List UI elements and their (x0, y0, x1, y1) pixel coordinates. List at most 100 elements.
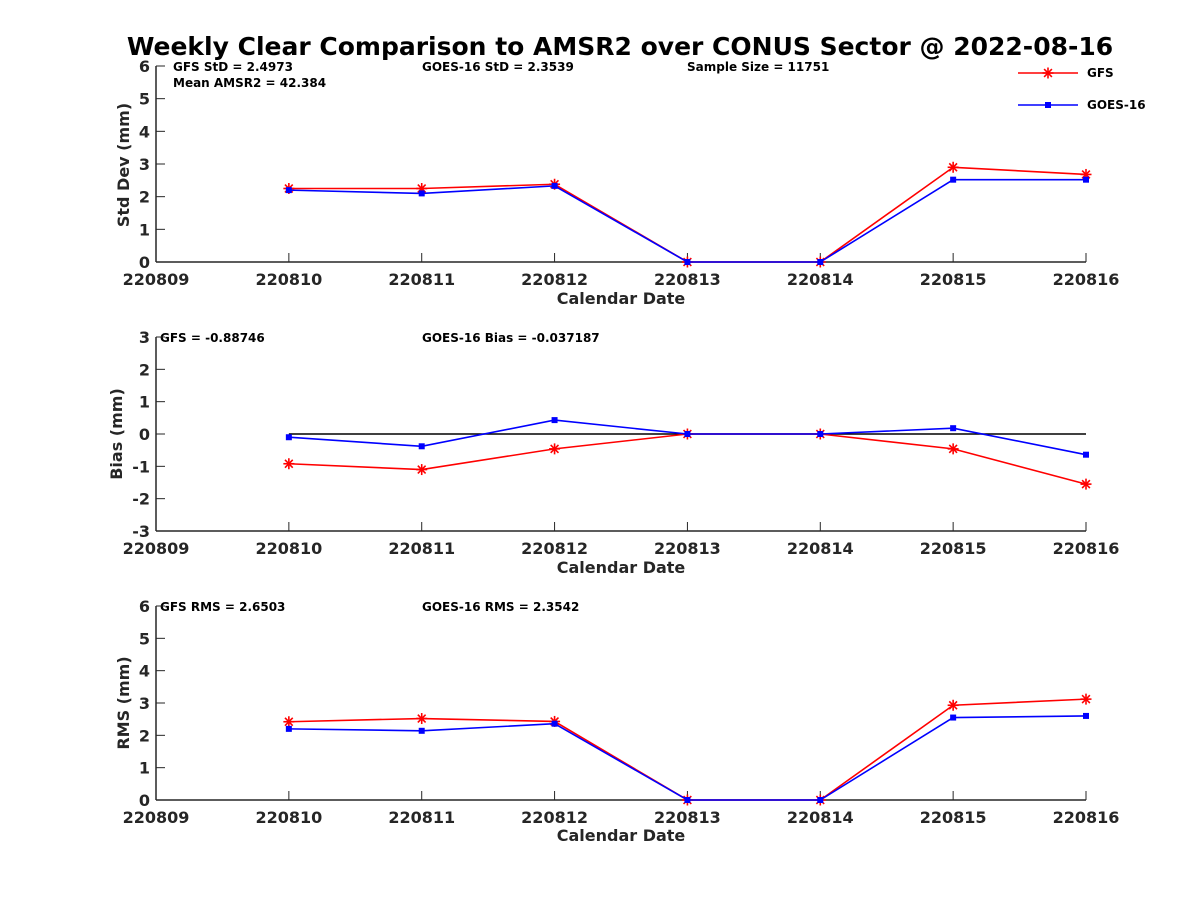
series-line-gfs (288, 698, 1087, 801)
x-tick-label: 220811 (388, 270, 455, 289)
legend-marker-shape (1045, 102, 1051, 108)
x-tick-label: 220811 (388, 808, 455, 827)
x-tick-label: 220809 (123, 270, 190, 289)
legend-marker-goes16 (1045, 102, 1051, 108)
y-tick-label: 5 (139, 90, 150, 109)
y-tick-label: 3 (139, 328, 150, 347)
x-tick-label: 220815 (920, 539, 987, 558)
data-point-goes16 (285, 434, 292, 441)
x-tick-label: 220815 (920, 808, 987, 827)
x-tick-label: 220809 (123, 808, 190, 827)
y-tick-label: 4 (139, 122, 150, 141)
y-axis-label: RMS (mm) (114, 656, 133, 749)
y-tick-label: 3 (139, 694, 150, 713)
data-point-goes16 (684, 259, 691, 265)
x-tick-label: 220812 (521, 539, 588, 558)
x-tick-label: 220816 (1053, 808, 1120, 827)
data-point-goes16 (950, 714, 957, 721)
data-point-goes16 (285, 187, 292, 194)
y-tick-label: 0 (139, 425, 150, 444)
y-tick-label: 6 (139, 57, 150, 76)
y-tick-label: 4 (139, 662, 150, 681)
x-axis-label: Calendar Date (557, 826, 686, 845)
x-tick-label: 220815 (920, 270, 987, 289)
series-line-goes16 (288, 178, 1086, 263)
y-tick-label: 6 (139, 597, 150, 616)
legend-label-goes16: GOES-16 (1087, 98, 1146, 112)
chart-title: Weekly Clear Comparison to AMSR2 over CO… (127, 32, 1113, 61)
x-tick-label: 220811 (388, 539, 455, 558)
y-tick-label: 1 (139, 393, 150, 412)
x-tick-label: 220816 (1053, 270, 1120, 289)
annotation-gfs-std: GFS StD = 2.4973 (173, 60, 293, 74)
annotation-goes16-std: GOES-16 StD = 2.3539 (422, 60, 574, 74)
x-tick-label: 220810 (255, 808, 322, 827)
data-point-gfs (283, 716, 295, 728)
data-point-goes16 (551, 182, 558, 189)
annotation-sample-size: Sample Size = 11751 (687, 60, 829, 74)
data-point-gfs (1080, 693, 1092, 705)
legend-marker-shape (1042, 67, 1054, 79)
y-tick-label: 1 (139, 220, 150, 239)
panel-rms: GFS RMS = 2.6503 GOES-16 RMS = 2.3542 RM… (114, 597, 1119, 845)
y-tick-label: 0 (139, 253, 150, 272)
data-point-goes16 (950, 425, 957, 432)
legend: GFS GOES-16 (1018, 66, 1146, 112)
data-point-goes16 (1083, 451, 1089, 458)
legend-marker-gfs (1042, 67, 1054, 79)
data-point-goes16 (285, 725, 292, 732)
data-point-goes16 (1083, 176, 1089, 183)
x-tick-label: 220814 (787, 539, 854, 558)
legend-label-gfs: GFS (1087, 66, 1114, 80)
x-tick-label: 220816 (1053, 539, 1120, 558)
data-point-goes16 (418, 190, 425, 197)
x-tick-label: 220810 (255, 270, 322, 289)
data-point-gfs (283, 458, 295, 470)
y-tick-label: 0 (139, 791, 150, 810)
series-line-gfs (288, 166, 1087, 263)
y-tick-label: 5 (139, 629, 150, 648)
y-tick-label: -2 (132, 490, 150, 509)
data-point-gfs (549, 443, 561, 455)
series-line-gfs (288, 433, 1087, 485)
legend-entry-goes16: GOES-16 (1018, 98, 1146, 112)
x-tick-label: 220810 (255, 539, 322, 558)
data-point-goes16 (817, 259, 824, 265)
y-axis-label: Bias (mm) (107, 388, 126, 480)
x-axis-label: Calendar Date (557, 558, 686, 577)
y-tick-label: -3 (132, 522, 150, 541)
x-tick-label: 220813 (654, 270, 721, 289)
data-point-gfs (947, 161, 959, 173)
data-point-goes16 (817, 797, 824, 803)
x-tick-label: 220812 (521, 808, 588, 827)
x-tick-label: 220814 (787, 808, 854, 827)
x-tick-label: 220814 (787, 270, 854, 289)
data-point-gfs (947, 443, 959, 455)
data-point-goes16 (950, 176, 957, 183)
data-point-goes16 (684, 797, 691, 803)
data-point-gfs (1080, 478, 1092, 490)
y-axis-label: Std Dev (mm) (114, 103, 133, 227)
data-point-goes16 (817, 431, 824, 437)
annotation-goes16-rms: GOES-16 RMS = 2.3542 (422, 600, 579, 614)
y-tick-label: 1 (139, 759, 150, 778)
x-tick-label: 220813 (654, 539, 721, 558)
x-tick-label: 220812 (521, 270, 588, 289)
annotation-goes16-bias: GOES-16 Bias = -0.037187 (422, 331, 600, 345)
y-tick-label: 2 (139, 726, 150, 745)
annotation-gfs-bias: GFS = -0.88746 (160, 331, 265, 345)
y-tick-label: 3 (139, 155, 150, 174)
series-line-goes16 (288, 715, 1087, 801)
x-tick-label: 220809 (123, 539, 190, 558)
y-tick-label: -1 (132, 457, 150, 476)
data-point-gfs (947, 699, 959, 711)
data-point-gfs (416, 464, 428, 476)
data-point-goes16 (418, 727, 425, 734)
annotation-mean-amsr2: Mean AMSR2 = 42.384 (173, 76, 326, 90)
y-tick-label: 2 (139, 360, 150, 379)
panel-std-dev: GFS StD = 2.4973 GOES-16 StD = 2.3539 Sa… (114, 57, 1119, 308)
y-tick-label: 2 (139, 188, 150, 207)
panel-bias: GFS = -0.88746 GOES-16 Bias = -0.037187 … (107, 328, 1119, 577)
legend-entry-gfs: GFS (1018, 66, 1114, 80)
